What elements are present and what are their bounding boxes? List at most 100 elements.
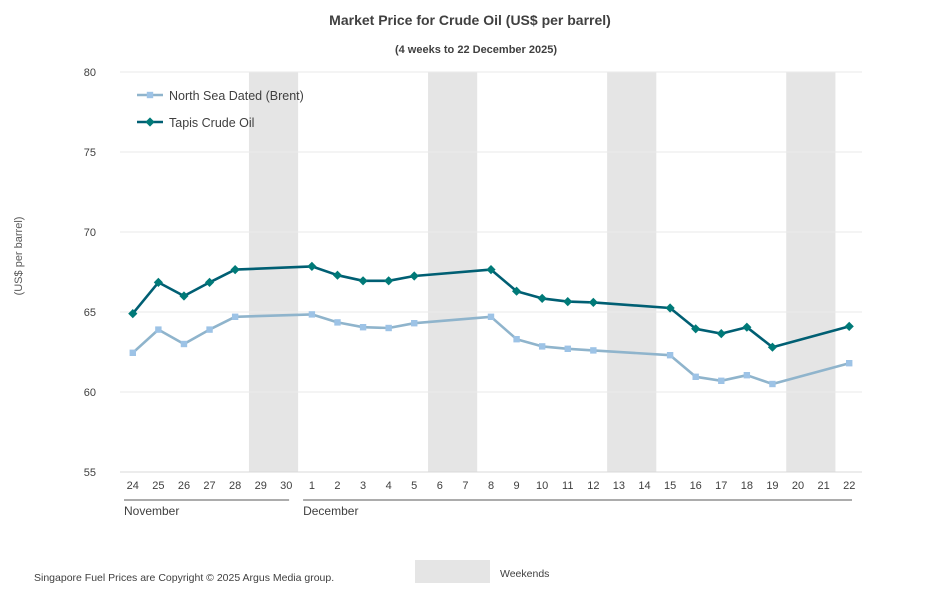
month-label: December (303, 504, 358, 518)
data-point (846, 360, 853, 367)
x-tick-label: 27 (203, 480, 215, 492)
weekend-band (607, 72, 657, 472)
data-point (511, 286, 522, 296)
data-point (716, 329, 726, 339)
x-tick-label: 28 (229, 480, 241, 492)
x-tick-label: 12 (587, 480, 599, 492)
data-point (231, 313, 239, 320)
x-tick-label: 24 (127, 480, 139, 492)
x-tick-label: 16 (690, 480, 702, 492)
x-tick-label: 10 (536, 480, 548, 492)
y-tick-label: 65 (84, 307, 96, 319)
legend-marker (145, 117, 155, 127)
x-tick-label: 5 (411, 480, 417, 492)
data-point (230, 265, 240, 275)
x-tick-label: 14 (638, 480, 650, 492)
x-tick-label: 1 (309, 480, 315, 492)
legend: North Sea Dated (Brent) Tapis Crude Oil (137, 89, 304, 130)
data-point (665, 303, 675, 313)
data-point (307, 261, 317, 271)
x-tick-label: 17 (715, 480, 727, 492)
y-tick-label: 80 (84, 67, 96, 79)
data-point (563, 297, 573, 307)
x-tick-label: 2 (334, 480, 340, 492)
data-point (666, 352, 674, 359)
x-tick-label: 21 (817, 480, 829, 492)
x-tick-label: 6 (437, 480, 443, 492)
weekend-legend-swatch (415, 560, 490, 583)
x-tick-label: 29 (255, 480, 267, 492)
chart-title: Market Price for Crude Oil (US$ per barr… (329, 12, 611, 28)
weekend-band (248, 72, 299, 472)
data-point (590, 347, 597, 354)
data-point (359, 324, 367, 331)
data-point (564, 345, 571, 352)
data-point (692, 373, 699, 380)
data-point (487, 313, 495, 320)
data-point (411, 320, 418, 327)
x-tick-label: 7 (462, 480, 468, 492)
weekend-legend-label: Weekends (500, 568, 549, 580)
data-point (767, 342, 778, 352)
x-tick-label: 3 (360, 480, 366, 492)
series-line-tapis (131, 265, 850, 349)
data-point (743, 372, 751, 379)
data-point (691, 324, 701, 334)
data-point (486, 265, 496, 275)
data-point (180, 340, 188, 348)
copyright-footer: Singapore Fuel Prices are Copyright © 20… (34, 572, 334, 584)
x-tick-label: 11 (562, 480, 573, 492)
data-point (844, 321, 854, 331)
x-tick-label: 25 (152, 480, 164, 492)
data-point (358, 276, 368, 286)
x-tick-label: 26 (178, 480, 190, 492)
legend-label: Tapis Crude Oil (169, 116, 254, 130)
series-line-brent (131, 313, 850, 386)
series-lines (128, 261, 854, 388)
data-point (308, 311, 316, 318)
data-point (742, 322, 752, 332)
data-point (179, 291, 189, 301)
data-point (385, 324, 392, 332)
data-point (128, 309, 138, 319)
x-axis: 24 25 26 27 28 29 30 1 2 3 4 5 6 7 8 9 10 11 12 13 14 15 16 17 1… (120, 471, 862, 518)
data-point (537, 293, 547, 303)
weekend-band (786, 72, 836, 472)
y-axis-ticks: 55 60 65 70 75 80 (84, 67, 96, 479)
x-tick-label: 19 (766, 480, 778, 492)
data-point (155, 326, 162, 333)
x-tick-label: 18 (741, 480, 753, 492)
y-tick-label: 55 (84, 467, 96, 479)
chart-subtitle: (4 weeks to 22 December 2025) (395, 44, 557, 56)
data-point (153, 277, 163, 287)
data-point (409, 271, 419, 281)
data-point (384, 276, 394, 286)
data-point (332, 270, 343, 280)
legend-label: North Sea Dated (Brent) (169, 89, 304, 103)
data-point (513, 336, 520, 343)
gridlines (120, 71, 862, 393)
x-tick-label: 8 (488, 480, 494, 492)
x-tick-label: 13 (613, 480, 625, 492)
y-tick-label: 75 (84, 147, 96, 159)
x-tick-label: 20 (792, 480, 804, 492)
data-point (588, 297, 598, 307)
data-point (129, 349, 136, 356)
x-tick-label: 30 (280, 480, 292, 492)
y-tick-label: 60 (84, 387, 96, 399)
x-tick-label: 15 (664, 480, 676, 492)
data-point (769, 380, 776, 388)
x-tick-label: 9 (514, 480, 520, 492)
x-tick-label: 4 (386, 480, 392, 492)
data-point (204, 277, 215, 287)
x-tick-label: 22 (843, 480, 855, 492)
y-tick-label: 70 (84, 227, 96, 239)
data-point (538, 343, 546, 350)
data-point (206, 326, 213, 333)
legend-marker (146, 91, 154, 99)
data-point (718, 377, 725, 384)
month-label: November (124, 504, 179, 518)
y-axis-label: (US$ per barrel) (13, 217, 25, 296)
data-point (334, 319, 341, 326)
